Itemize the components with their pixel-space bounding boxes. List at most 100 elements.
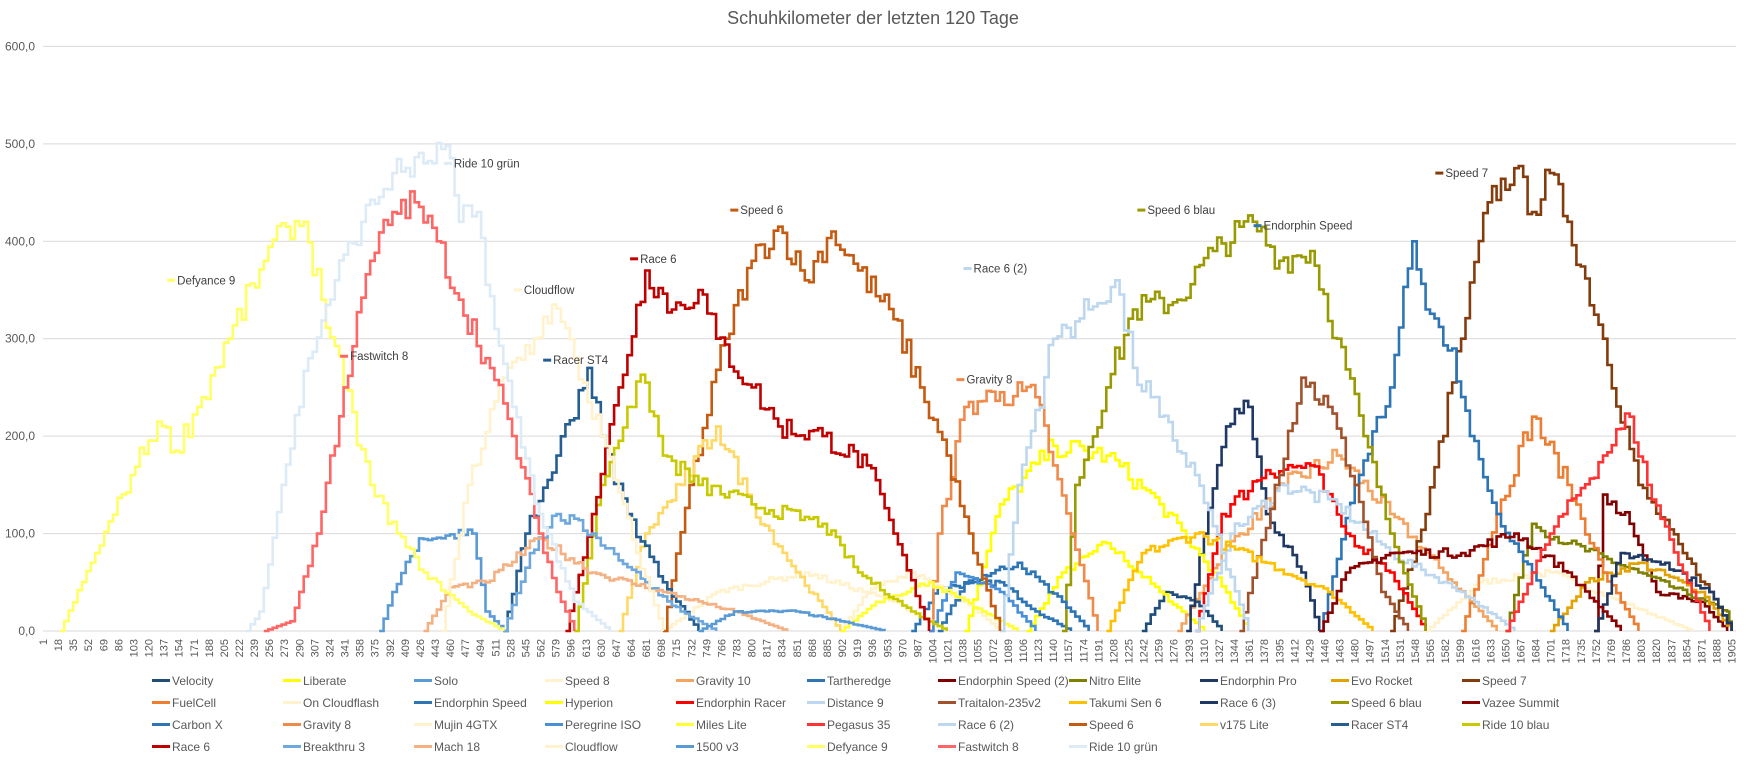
x-tick-label: 1429 (1304, 639, 1316, 663)
legend-item: Peregrine ISO (545, 716, 676, 733)
y-tick-label: 300,0 (5, 332, 35, 346)
x-tick-label: 936 (867, 639, 879, 657)
legend-swatch (152, 745, 170, 748)
x-tick-label: 1701 (1546, 639, 1558, 663)
legend-item: Pegasus 35 (807, 716, 938, 733)
series-line-carbon-x (937, 561, 1090, 633)
series-line-v175-lite (618, 425, 842, 633)
x-tick-label: 1089 (1003, 639, 1015, 663)
legend-label: Cloudflow (565, 739, 618, 754)
legend-item: Endorphin Racer (676, 694, 807, 711)
x-tick-label: 630 (596, 639, 608, 657)
legend-swatch (283, 701, 301, 704)
legend-item: Tartheredge (807, 672, 938, 689)
legend-label: Racer ST4 (1351, 717, 1409, 732)
legend-label: Nitro Elite (1089, 673, 1142, 688)
x-tick-label: 1106 (1018, 639, 1030, 663)
legend-label: Peregrine ISO (565, 717, 642, 732)
y-tick-label: 600,0 (5, 39, 35, 53)
x-tick-label: 375 (370, 639, 382, 657)
x-tick-label: 1174 (1078, 639, 1090, 663)
legend-label: Velocity (172, 673, 214, 688)
x-tick-label: 1310 (1199, 639, 1211, 663)
legend-swatch (1200, 723, 1218, 726)
x-tick-label: 273 (279, 639, 291, 657)
legend-swatch (545, 723, 563, 726)
legend-swatch (938, 679, 956, 682)
legend-item: Speed 6 blau (1331, 694, 1462, 711)
legend-swatch (1069, 745, 1087, 748)
legend-swatch (1331, 723, 1349, 726)
legend-item: Defyance 9 (807, 738, 938, 755)
series-line-endorphin-racer (1195, 462, 1427, 633)
x-tick-label: 1735 (1576, 639, 1588, 663)
legend-item: Mujin 4GTX (414, 716, 545, 733)
x-tick-label: 647 (611, 639, 623, 657)
series-line-pegasus-35 (1505, 412, 1711, 633)
legend-swatch (1331, 679, 1349, 682)
x-tick-label: 392 (385, 639, 397, 657)
legend-item: Velocity (152, 672, 283, 689)
legend-label: Carbon X (172, 717, 223, 732)
y-tick-label: 400,0 (5, 234, 35, 248)
x-tick-label: 1531 (1395, 639, 1407, 663)
x-tick-label: 868 (807, 639, 819, 657)
legend-label: Solo (434, 673, 459, 688)
x-tick-label: 86 (113, 639, 125, 651)
x-tick-label: 1820 (1651, 639, 1663, 663)
x-tick-label: 834 (777, 639, 789, 657)
legend-item: Racer ST4 (1331, 716, 1462, 733)
legend-item: Race 6 (3) (1200, 694, 1331, 711)
legend-label: Mujin 4GTX (434, 717, 498, 732)
series-line-mach-18 (423, 537, 789, 633)
legend-swatch (1462, 701, 1480, 704)
legend-swatch (283, 679, 301, 682)
series-lines (59, 141, 1733, 633)
legend-item: Miles Lite (676, 716, 807, 733)
x-tick-label: 120 (144, 639, 156, 657)
series-line-liberate (1026, 540, 1206, 633)
x-tick-label: 1378 (1259, 639, 1271, 663)
legend-swatch (1462, 723, 1480, 726)
legend-swatch (938, 723, 956, 726)
x-tick-label: 1038 (958, 639, 970, 663)
x-tick-label: 1242 (1139, 639, 1151, 663)
data-label: Defyance 9 (177, 275, 235, 287)
x-tick-label: 460 (445, 639, 457, 657)
series-line-ride-10-blau (574, 373, 948, 633)
series-line-speed-6 (662, 225, 1002, 633)
x-tick-label: 1327 (1214, 639, 1226, 663)
x-tick-label: 205 (219, 639, 231, 657)
legend-label: Speed 6 blau (1351, 695, 1422, 710)
series-line-race-6-2- (999, 279, 1250, 633)
x-tick-label: 18 (53, 639, 65, 651)
legend-item: Ride 10 blau (1462, 716, 1593, 733)
series-line-gravity-8 (929, 381, 1099, 633)
x-tick-label: 1208 (1108, 639, 1120, 663)
x-tick-label: 783 (732, 639, 744, 657)
x-tick-label: 681 (641, 639, 653, 657)
legend-item: Nitro Elite (1069, 672, 1200, 689)
x-tick-label: 596 (566, 639, 578, 657)
legend-label: Endorphin Speed (2) (958, 673, 1069, 688)
y-tick-label: 0,0 (18, 624, 35, 638)
x-tick-label: 1803 (1636, 639, 1648, 663)
legend-swatch (545, 679, 563, 682)
legend-swatch (1069, 679, 1087, 682)
y-axis-ticks: 0,0 100,0 200,0 300,0 400,0 500,0 600,0 (5, 39, 35, 638)
legend-label: Fastwitch 8 (958, 739, 1019, 754)
x-tick-label: 545 (520, 639, 532, 657)
x-tick-label: 1446 (1320, 639, 1332, 663)
x-tick-label: 1514 (1380, 639, 1392, 663)
x-tick-label: 1140 (1048, 639, 1060, 663)
legend-item: Fastwitch 8 (938, 738, 1069, 755)
x-tick-label: 137 (159, 639, 171, 657)
series-line-evo-rocket (1549, 561, 1733, 633)
series-line-speed-6-blau (1062, 214, 1427, 633)
x-tick-label: 188 (204, 639, 216, 657)
legend-item: Breakthru 3 (283, 738, 414, 755)
legend-label: Tartheredge (827, 673, 892, 688)
legend-item: Endorphin Speed (414, 694, 545, 711)
x-tick-label: 766 (716, 639, 728, 657)
x-tick-label: 1667 (1515, 639, 1527, 663)
